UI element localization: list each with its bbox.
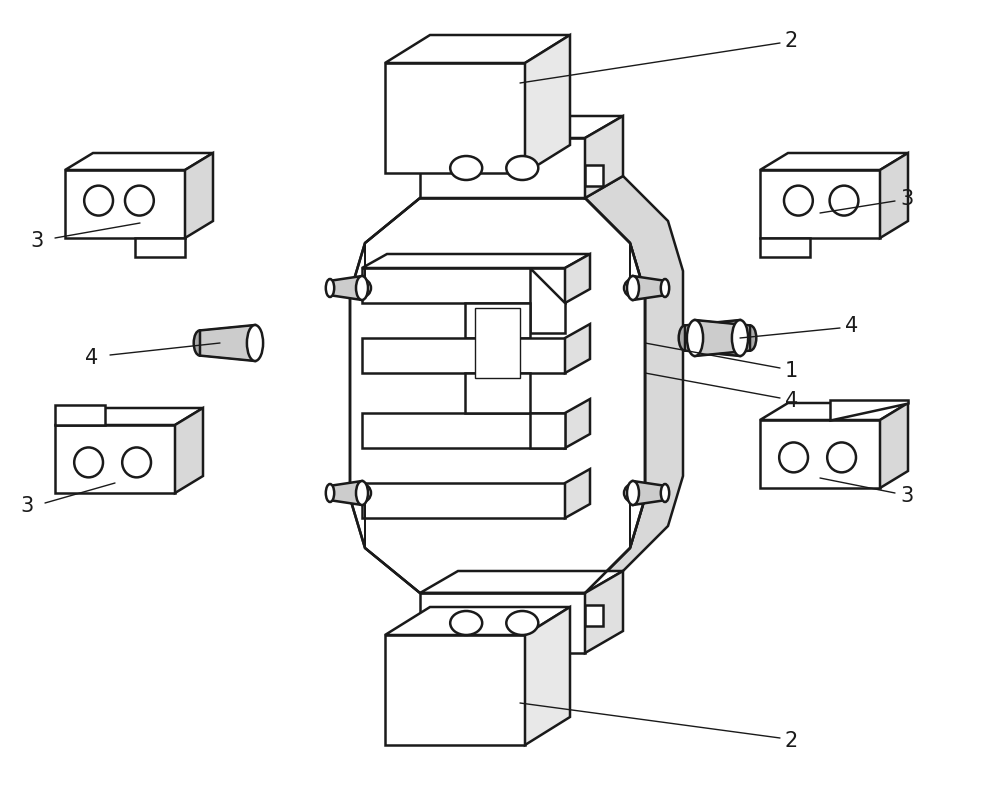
Polygon shape	[420, 593, 585, 653]
Ellipse shape	[732, 320, 748, 356]
Polygon shape	[565, 324, 590, 373]
Bar	[585, 605, 603, 626]
Polygon shape	[760, 420, 880, 488]
Ellipse shape	[506, 611, 538, 635]
Polygon shape	[525, 35, 570, 173]
Ellipse shape	[627, 276, 639, 300]
Polygon shape	[350, 198, 645, 593]
Ellipse shape	[784, 186, 813, 216]
Ellipse shape	[84, 186, 113, 216]
Bar	[585, 165, 603, 186]
Polygon shape	[760, 238, 810, 257]
Text: 3: 3	[900, 189, 913, 209]
Text: 2: 2	[785, 31, 798, 51]
Polygon shape	[565, 399, 590, 448]
Polygon shape	[362, 254, 590, 268]
Ellipse shape	[827, 442, 856, 473]
Polygon shape	[760, 170, 880, 238]
Text: 4: 4	[85, 348, 98, 368]
Ellipse shape	[624, 484, 642, 502]
Ellipse shape	[125, 186, 154, 216]
Polygon shape	[695, 320, 750, 356]
Ellipse shape	[353, 279, 371, 297]
Polygon shape	[685, 320, 740, 356]
Polygon shape	[420, 571, 623, 593]
Polygon shape	[585, 571, 623, 653]
Ellipse shape	[830, 186, 858, 216]
Polygon shape	[585, 176, 683, 593]
Polygon shape	[830, 400, 908, 420]
Polygon shape	[565, 254, 590, 303]
Ellipse shape	[661, 484, 669, 502]
Polygon shape	[362, 483, 565, 518]
Ellipse shape	[779, 442, 808, 473]
Ellipse shape	[356, 481, 368, 505]
Ellipse shape	[74, 447, 103, 477]
Polygon shape	[565, 469, 590, 518]
Ellipse shape	[353, 484, 371, 502]
Ellipse shape	[194, 331, 206, 355]
Polygon shape	[880, 403, 908, 488]
Polygon shape	[362, 338, 565, 373]
Polygon shape	[65, 153, 213, 170]
Polygon shape	[55, 408, 203, 425]
Polygon shape	[760, 153, 908, 170]
Polygon shape	[633, 276, 665, 300]
Ellipse shape	[624, 279, 642, 297]
Ellipse shape	[679, 325, 691, 351]
Polygon shape	[525, 607, 570, 745]
Ellipse shape	[744, 325, 756, 351]
Polygon shape	[200, 325, 255, 361]
Polygon shape	[385, 63, 525, 173]
Polygon shape	[362, 413, 565, 448]
Polygon shape	[420, 138, 585, 198]
Ellipse shape	[356, 276, 368, 300]
Polygon shape	[530, 413, 565, 448]
Polygon shape	[65, 170, 185, 238]
Polygon shape	[530, 268, 565, 333]
Polygon shape	[880, 153, 908, 238]
Polygon shape	[465, 373, 530, 413]
Ellipse shape	[506, 156, 538, 180]
Polygon shape	[633, 481, 665, 505]
Text: 3: 3	[30, 231, 43, 251]
Polygon shape	[362, 268, 565, 303]
Polygon shape	[175, 408, 203, 493]
Text: 4: 4	[785, 391, 798, 411]
Polygon shape	[385, 635, 525, 745]
Ellipse shape	[122, 447, 151, 477]
Text: 3: 3	[900, 486, 913, 506]
Polygon shape	[330, 481, 362, 505]
Text: 3: 3	[20, 496, 33, 516]
Ellipse shape	[687, 320, 703, 356]
Ellipse shape	[247, 325, 263, 361]
Polygon shape	[385, 35, 570, 63]
Polygon shape	[55, 425, 175, 493]
Polygon shape	[760, 403, 908, 420]
Ellipse shape	[661, 279, 669, 297]
Polygon shape	[55, 404, 105, 425]
Ellipse shape	[450, 611, 482, 635]
Ellipse shape	[627, 481, 639, 505]
Polygon shape	[585, 116, 623, 198]
Bar	[475, 308, 520, 378]
Ellipse shape	[326, 484, 334, 502]
Ellipse shape	[326, 279, 334, 297]
Polygon shape	[185, 153, 213, 238]
Polygon shape	[330, 276, 362, 300]
Ellipse shape	[450, 156, 482, 180]
Polygon shape	[465, 303, 530, 338]
Text: 2: 2	[785, 731, 798, 751]
Polygon shape	[385, 607, 570, 635]
Text: 4: 4	[845, 316, 858, 336]
Text: 1: 1	[785, 361, 798, 381]
Polygon shape	[420, 116, 623, 138]
Polygon shape	[135, 238, 185, 257]
